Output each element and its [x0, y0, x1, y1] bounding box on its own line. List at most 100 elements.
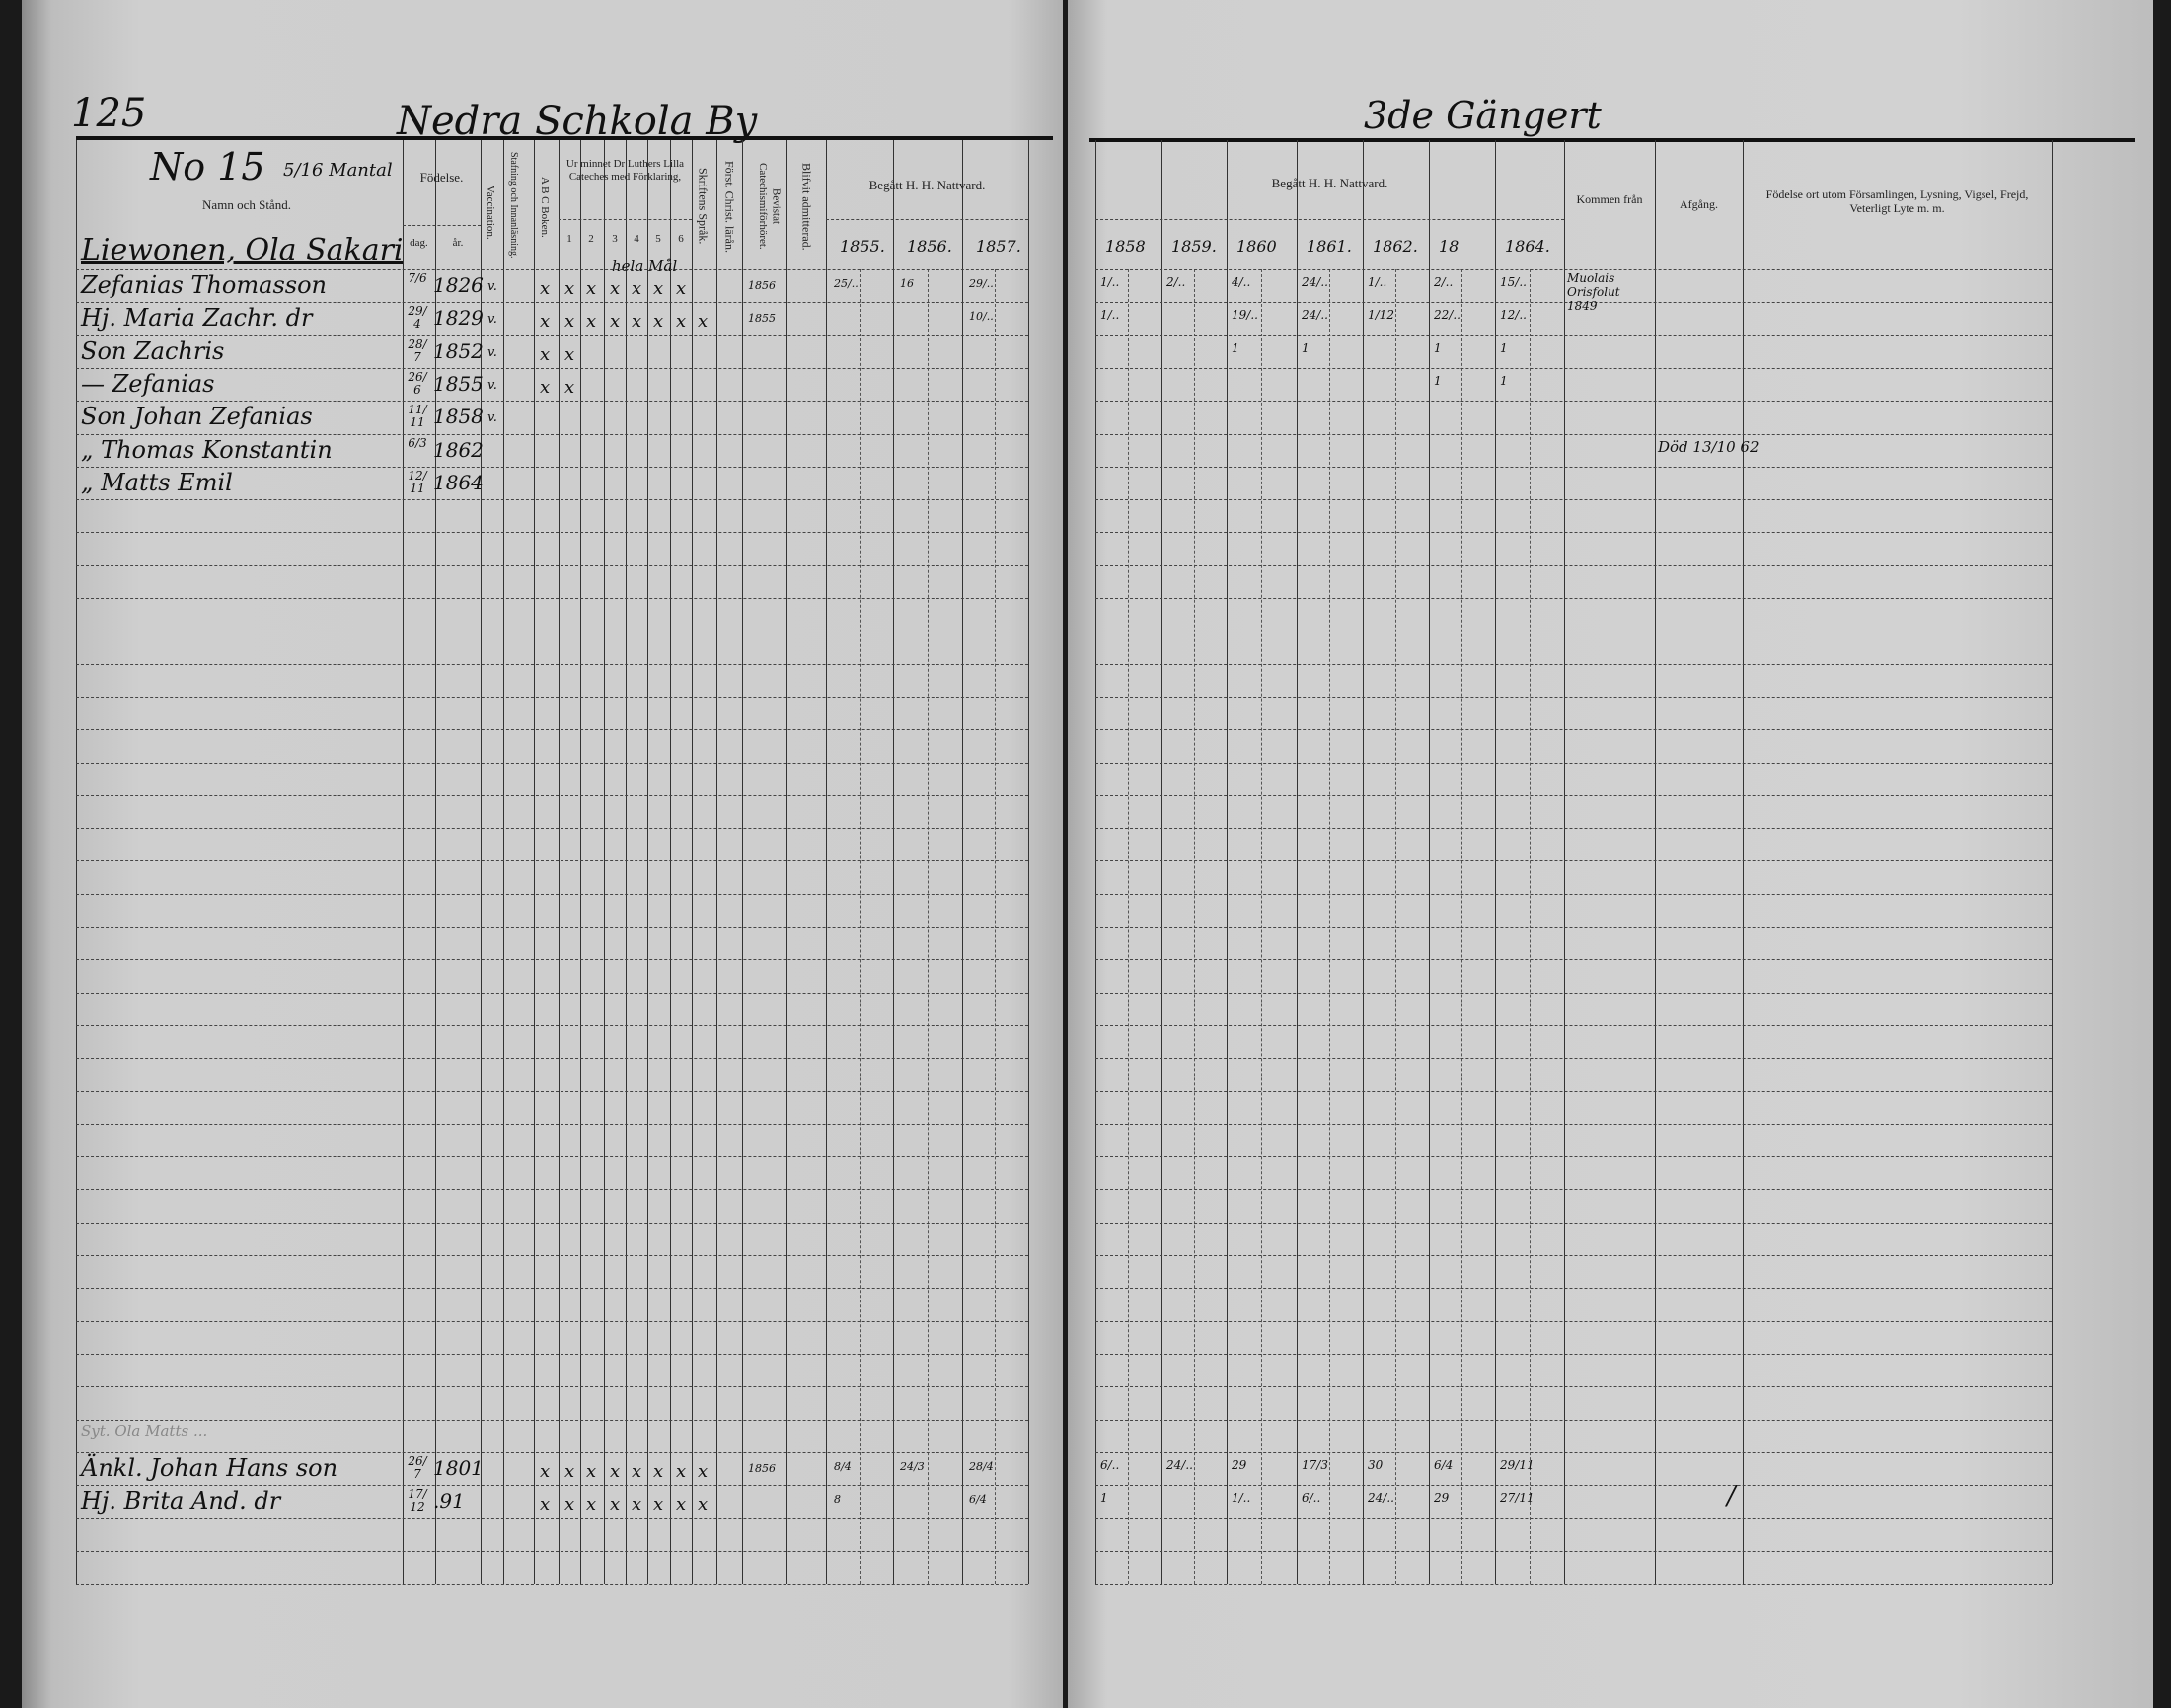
header-communion-year: 1860 — [1236, 237, 1277, 256]
knowledge-mark: x — [564, 278, 575, 299]
row-rule — [1095, 1156, 2052, 1158]
row-rule — [1095, 1288, 2052, 1290]
row-rule — [1095, 828, 2052, 830]
row-rule — [76, 433, 1028, 435]
row-rule — [76, 334, 1028, 336]
row-rule — [1095, 893, 2052, 895]
communion-date: 1 — [1434, 373, 1442, 388]
column-rule — [786, 140, 787, 1584]
communion-date: 30 — [1368, 1457, 1384, 1472]
table-row — [1068, 269, 1069, 270]
communion-date: 6/4 — [1434, 1457, 1454, 1472]
communion-date: 1/12 — [1368, 308, 1394, 323]
communion-date: 1 — [1100, 1491, 1108, 1506]
knowledge-mark: x — [564, 311, 575, 333]
birth-year: 1852 — [433, 338, 484, 363]
column-rule — [1564, 140, 1565, 1584]
column-rule — [626, 140, 627, 1584]
knowledge-mark: x — [676, 1460, 687, 1482]
row-rule — [1095, 1320, 2052, 1322]
person-name: Hj. Maria Zachr. dr — [81, 304, 313, 333]
column-rule — [1227, 140, 1228, 1584]
row-rule — [1095, 927, 2052, 928]
person-name: — Zefanias — [81, 369, 215, 398]
column-rule — [1297, 140, 1298, 1584]
communion-date: 2/.. — [1166, 275, 1186, 289]
header-scripture: Skriftens Språk. — [696, 168, 711, 245]
communion-date: 24/.. — [1302, 308, 1328, 323]
knowledge-mark: x — [632, 1494, 642, 1516]
birth-day: 26/6 — [408, 369, 427, 397]
header-departure: Afgång. — [1680, 197, 1718, 211]
row-rule — [76, 1222, 1028, 1224]
header-catechism-part: 5 — [655, 233, 661, 245]
row-rule — [76, 1090, 1028, 1092]
column-rule — [1495, 140, 1496, 1584]
communion-date: 29/11 — [1500, 1457, 1535, 1472]
knowledge-mark: x — [610, 1494, 621, 1516]
row-rule — [1095, 401, 2052, 403]
row-rule — [1095, 433, 2052, 435]
row-rule — [1095, 1550, 2052, 1552]
birth-day: 28/7 — [408, 336, 427, 364]
knowledge-mark: x — [610, 1460, 621, 1482]
column-rule — [2052, 140, 2053, 1584]
row-rule — [1095, 1222, 2052, 1224]
header-rule — [1089, 138, 2135, 142]
remarks-mark: / — [1727, 1481, 1736, 1512]
row-rule — [76, 1058, 1028, 1060]
birth-day: 11/11 — [408, 403, 427, 430]
column-rule — [742, 140, 743, 1584]
communion-date: 25/.. — [834, 277, 859, 290]
row-rule — [76, 1485, 1028, 1487]
knowledge-mark: x — [540, 343, 551, 365]
header-birth: Födelse. — [419, 170, 464, 185]
header-subrule — [1095, 219, 1564, 220]
knowledge-mark: x — [653, 1460, 664, 1482]
row-rule — [1095, 1024, 2052, 1026]
row-rule — [1095, 269, 2052, 270]
header-communion-year: 1861. — [1307, 237, 1352, 256]
knowledge-mark: x — [698, 311, 709, 333]
column-rule — [1161, 140, 1162, 1584]
table-row — [22, 1485, 23, 1486]
header-communion: Begått H. H. Nattvard. — [868, 178, 986, 192]
birth-day: 29/4 — [408, 304, 427, 332]
communion-date: 28/4 — [969, 1459, 994, 1473]
knowledge-mark: x — [586, 1460, 597, 1482]
header-catechism-part: 3 — [612, 233, 618, 245]
catechism-attended-year: 1856 — [748, 279, 776, 292]
column-rule — [893, 140, 894, 1584]
table-row — [22, 467, 23, 468]
header-admitted: Blifvit admitterad. — [799, 162, 814, 251]
birth-day: 12/11 — [408, 468, 427, 495]
column-rule — [481, 140, 482, 1584]
communion-date: 1 — [1500, 340, 1508, 355]
column-rule — [647, 140, 648, 1584]
came-from-value: Muolais Orisfolut 1849 — [1567, 271, 1620, 313]
row-rule — [76, 1320, 1028, 1322]
header-came-from: Kommen från — [1576, 192, 1643, 206]
knowledge-mark: x — [653, 1494, 664, 1516]
row-rule — [1095, 1090, 2052, 1092]
row-rule — [1095, 762, 2052, 764]
header-communion-year: 1862. — [1373, 237, 1418, 256]
row-rule — [76, 1584, 1028, 1585]
row-rule — [76, 959, 1028, 961]
column-rule — [826, 140, 827, 1584]
knowledge-mark: x — [676, 1494, 687, 1516]
column-rule — [534, 140, 535, 1584]
row-rule — [76, 729, 1028, 731]
table-row — [1068, 1452, 1069, 1453]
knowledge-mark: x — [540, 376, 551, 398]
communion-date: 22/.. — [1434, 308, 1460, 323]
table-row — [22, 302, 23, 303]
knowledge-mark: x — [564, 343, 575, 365]
birth-year: .91 — [433, 1489, 465, 1514]
row-rule — [76, 532, 1028, 534]
table-row — [22, 368, 23, 369]
row-rule — [76, 1255, 1028, 1256]
knowledge-mark: x — [586, 1494, 597, 1516]
row-rule — [76, 466, 1028, 468]
communion-date: 24/.. — [1166, 1457, 1193, 1472]
